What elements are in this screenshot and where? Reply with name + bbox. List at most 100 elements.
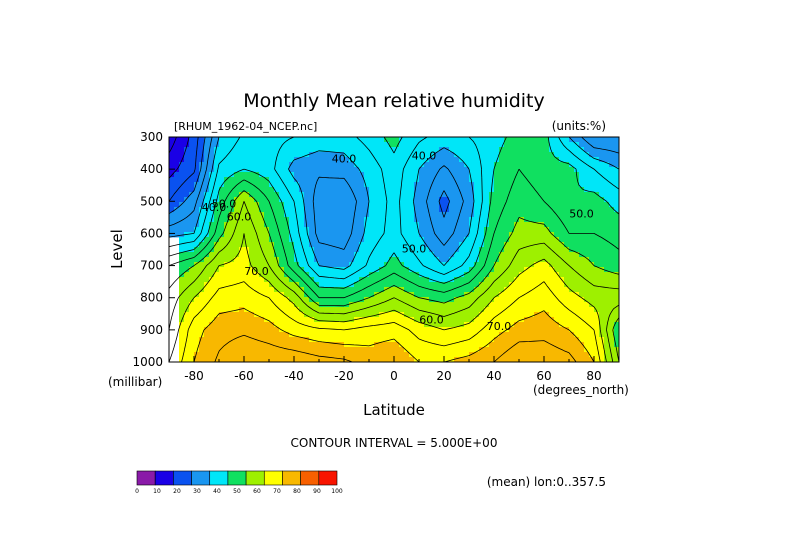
field-cell [544, 337, 550, 343]
field-cell [254, 242, 260, 248]
field-cell [439, 177, 445, 183]
field-cell [349, 357, 355, 363]
field-cell [614, 172, 620, 178]
field-cell [394, 347, 400, 353]
field-cell [419, 227, 425, 233]
field-cell [324, 232, 330, 238]
field-cell [324, 167, 330, 173]
field-cell [514, 162, 520, 168]
field-cell [599, 222, 605, 228]
field-cell [469, 252, 475, 258]
field-cell [409, 187, 415, 193]
y-tick-label: 900 [140, 323, 163, 337]
field-cell [519, 272, 525, 278]
field-cell [264, 157, 270, 163]
field-cell [264, 167, 270, 173]
field-cell [474, 202, 480, 208]
field-cell [304, 272, 310, 278]
field-cell [554, 247, 560, 253]
field-cell [509, 347, 515, 353]
field-cell [369, 247, 375, 253]
field-cell [414, 272, 420, 278]
field-cell [424, 272, 430, 278]
field-cell [319, 137, 325, 143]
field-cell [274, 317, 280, 323]
field-cell [359, 262, 365, 268]
field-cell [179, 217, 185, 223]
field-cell [419, 292, 425, 298]
field-cell [324, 282, 330, 288]
field-cell [514, 222, 520, 228]
field-cell [419, 162, 425, 168]
field-cell [504, 347, 510, 353]
field-cell [574, 297, 580, 303]
field-cell [444, 247, 450, 253]
field-cell [329, 197, 335, 203]
field-cell [254, 342, 260, 348]
field-cell [209, 317, 215, 323]
field-cell [544, 297, 550, 303]
field-cell [279, 287, 285, 293]
field-cell [594, 227, 600, 233]
field-cell [179, 302, 185, 308]
field-cell [284, 162, 290, 168]
field-cell [424, 262, 430, 268]
field-cell [389, 317, 395, 323]
field-cell [264, 312, 270, 318]
field-cell [354, 292, 360, 298]
field-cell [424, 217, 430, 223]
field-cell [384, 277, 390, 283]
field-cell [309, 222, 315, 228]
field-cell [439, 217, 445, 223]
field-cell [554, 172, 560, 178]
field-cell [189, 167, 195, 173]
field-cell [574, 347, 580, 353]
field-cell [579, 192, 585, 198]
field-cell [364, 282, 370, 288]
field-cell [569, 202, 575, 208]
field-cell [229, 307, 235, 313]
field-cell [589, 267, 595, 273]
field-cell [439, 227, 445, 233]
field-cell [559, 337, 565, 343]
field-cell [239, 202, 245, 208]
field-cell [389, 232, 395, 238]
field-cell [469, 152, 475, 158]
field-cell [259, 177, 265, 183]
field-cell [479, 272, 485, 278]
field-cell [429, 262, 435, 268]
field-cell [439, 187, 445, 193]
field-cell [514, 312, 520, 318]
field-cell [519, 267, 525, 273]
field-cell [269, 187, 275, 193]
field-cell [474, 277, 480, 283]
field-cell [614, 272, 620, 278]
field-cell [429, 207, 435, 213]
field-cell [199, 197, 205, 203]
field-cell [274, 177, 280, 183]
field-cell [294, 322, 300, 328]
field-cell [564, 187, 570, 193]
field-cell [484, 172, 490, 178]
field-cell [494, 352, 500, 358]
field-cell [239, 352, 245, 358]
field-cell [504, 297, 510, 303]
field-cell [569, 267, 575, 273]
field-cell [514, 292, 520, 298]
field-cell [489, 162, 495, 168]
field-cell [199, 247, 205, 253]
field-cell [559, 187, 565, 193]
contour-label: 50.0 [212, 198, 237, 211]
field-cell [289, 162, 295, 168]
field-cell [349, 257, 355, 263]
field-cell [389, 292, 395, 298]
field-cell [234, 207, 240, 213]
field-cell [429, 247, 435, 253]
field-cell [559, 212, 565, 218]
field-cell [409, 322, 415, 328]
field-cell [394, 227, 400, 233]
field-cell [204, 247, 210, 253]
field-cell [364, 287, 370, 293]
field-cell [224, 312, 230, 318]
field-cell [514, 337, 520, 343]
